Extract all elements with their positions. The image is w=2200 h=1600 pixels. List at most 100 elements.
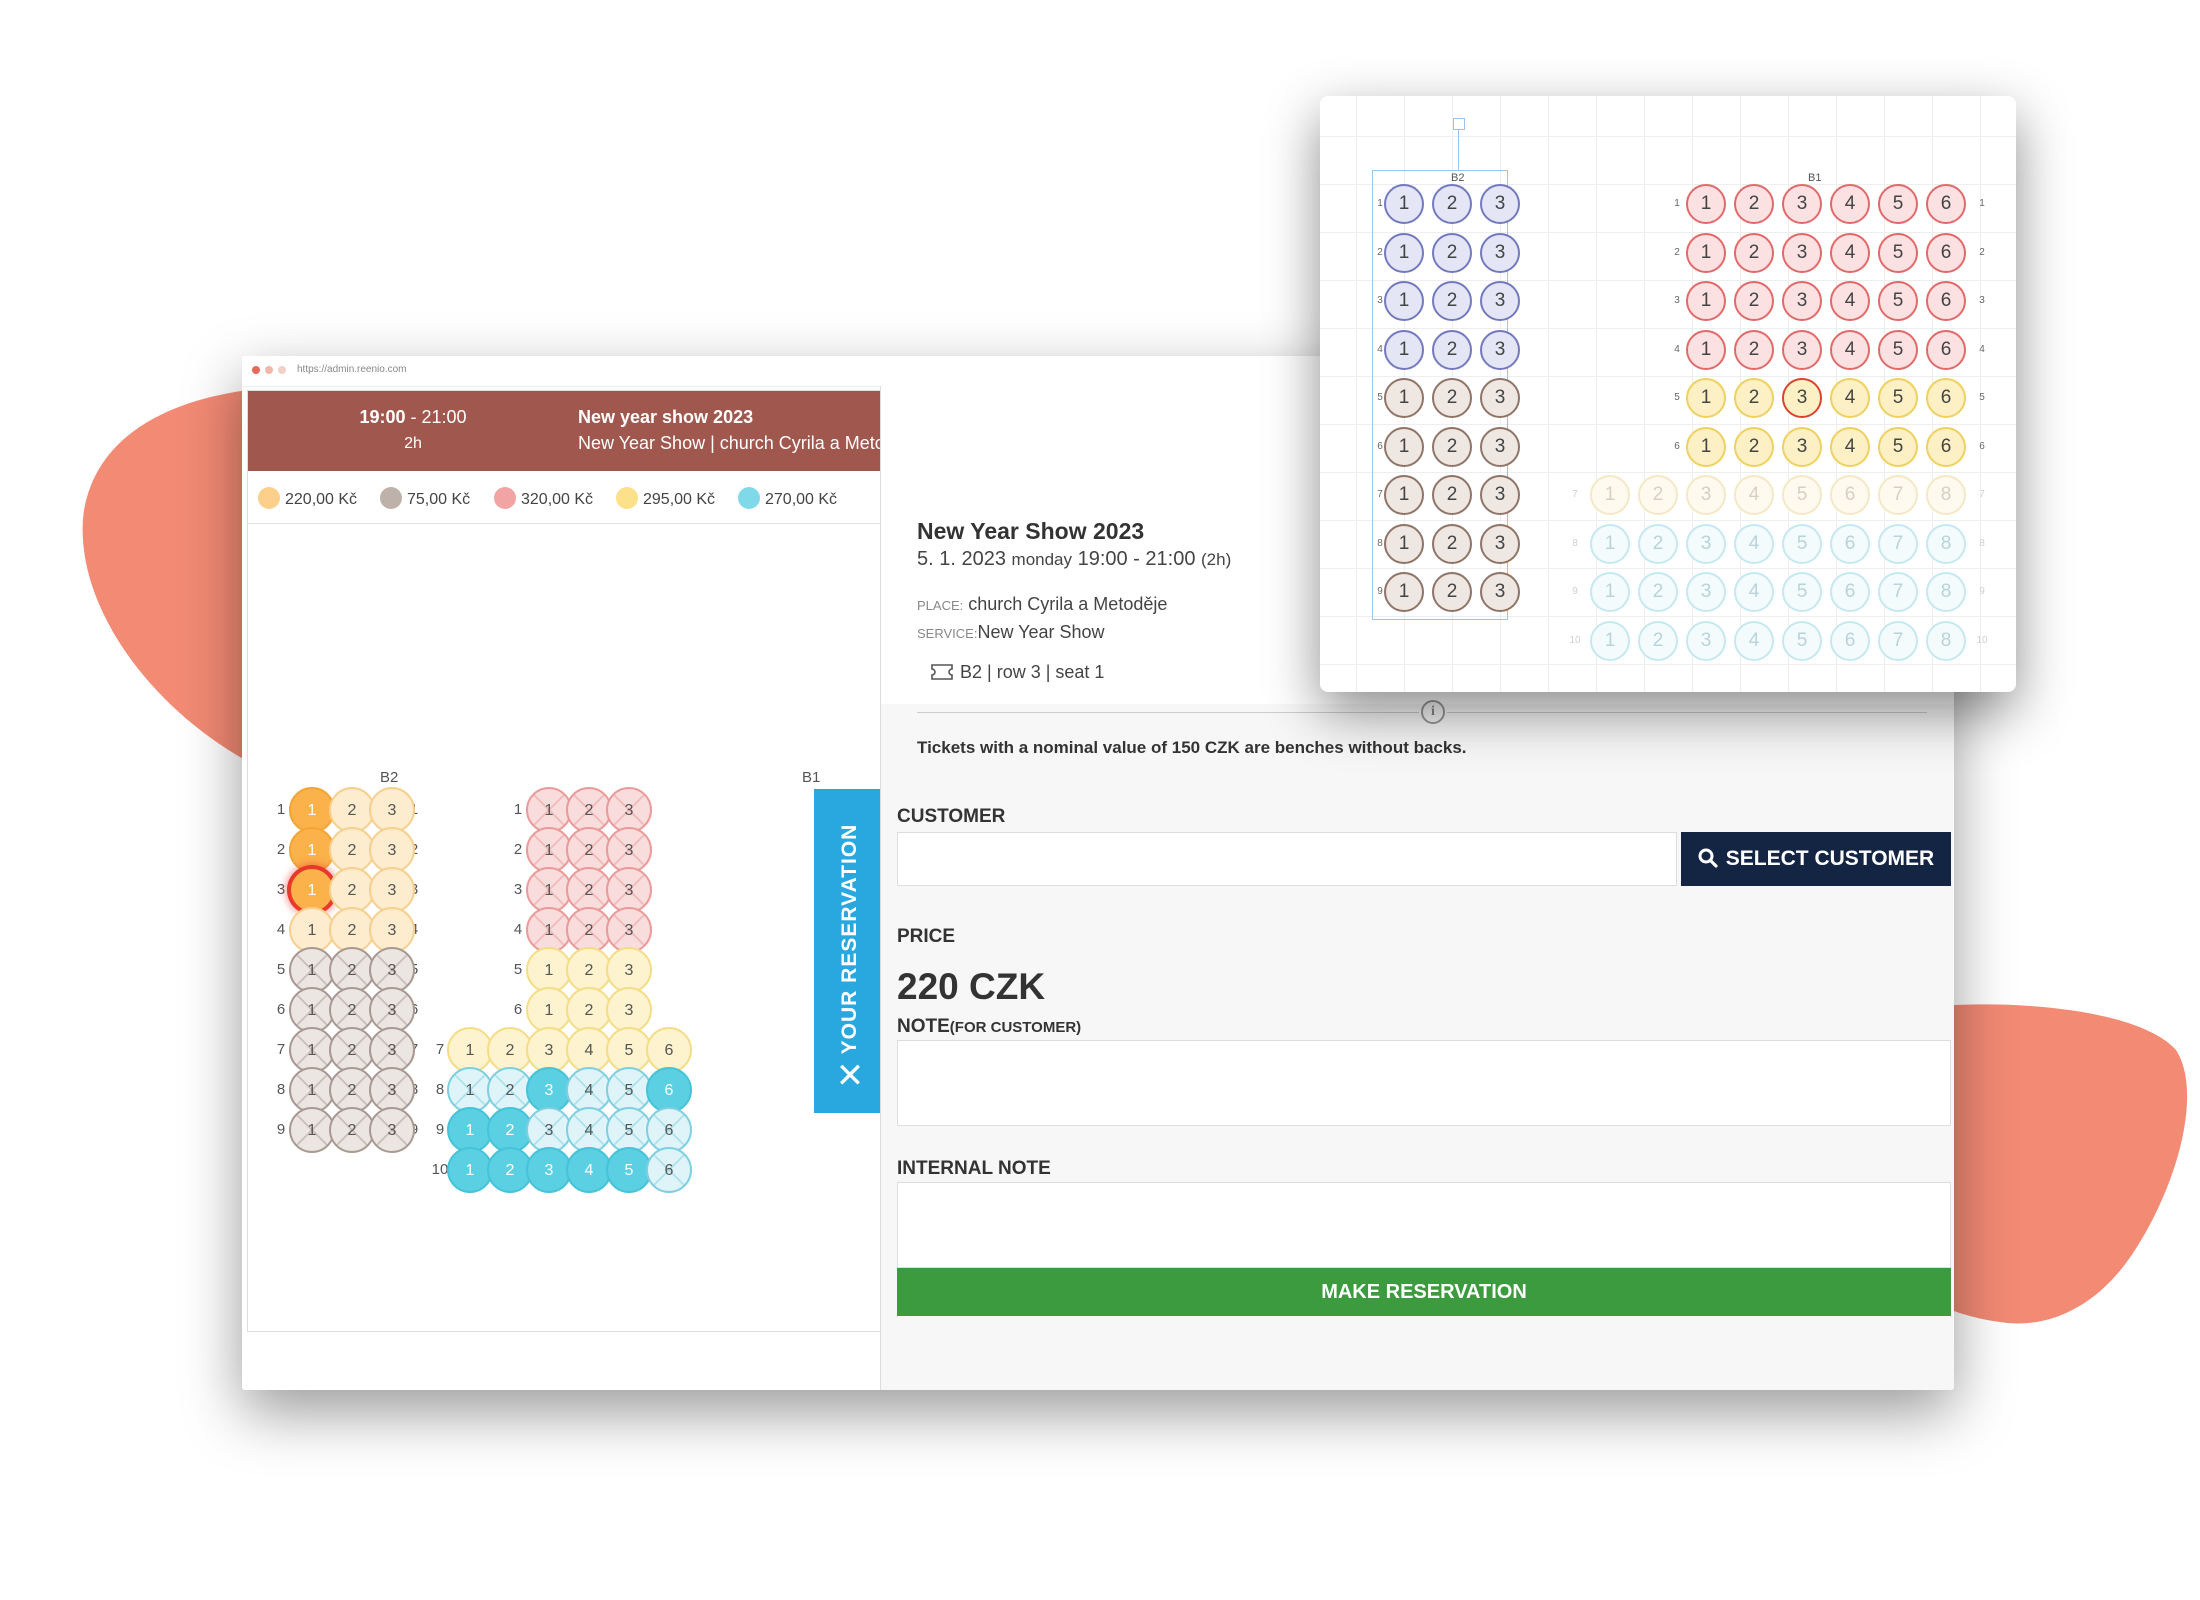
- rotate-handle[interactable]: [1453, 118, 1465, 130]
- seat[interactable]: 5: [1878, 426, 1918, 467]
- seat[interactable]: 8: [1926, 572, 1966, 612]
- seat[interactable]: 3: [1686, 475, 1726, 515]
- seat[interactable]: 4: [1734, 475, 1774, 515]
- seat[interactable]: 5: [1782, 572, 1822, 612]
- seat[interactable]: 3: [1782, 232, 1822, 273]
- seat[interactable]: 4: [1734, 572, 1774, 612]
- seat[interactable]: 5: [606, 1147, 652, 1193]
- seat[interactable]: 5: [1878, 329, 1918, 370]
- seat[interactable]: 1: [1384, 426, 1424, 467]
- seat[interactable]: 6: [1830, 620, 1870, 661]
- seat[interactable]: 1: [1590, 620, 1630, 661]
- seat[interactable]: 5: [1782, 523, 1822, 564]
- seat[interactable]: 1: [1384, 378, 1424, 418]
- seat[interactable]: 3: [369, 1107, 415, 1153]
- seat[interactable]: 3: [1782, 184, 1822, 224]
- seat[interactable]: 6: [646, 1067, 692, 1113]
- seat[interactable]: 4: [1830, 378, 1870, 418]
- seat[interactable]: 2: [1638, 620, 1678, 661]
- seat[interactable]: 2: [1734, 232, 1774, 273]
- seat[interactable]: 2: [566, 867, 612, 913]
- seat[interactable]: 4: [1830, 426, 1870, 467]
- internal-note-textarea[interactable]: [897, 1182, 1951, 1268]
- seat[interactable]: 3: [1480, 329, 1520, 370]
- seat[interactable]: 2: [1432, 232, 1472, 273]
- seat[interactable]: 3: [369, 787, 415, 833]
- seat[interactable]: 3: [1782, 426, 1822, 467]
- seat[interactable]: 3: [369, 1027, 415, 1073]
- seat[interactable]: 2: [1734, 426, 1774, 467]
- seat[interactable]: 1: [1686, 426, 1726, 467]
- seat[interactable]: 2: [566, 787, 612, 833]
- seat[interactable]: 3: [369, 947, 415, 993]
- address-bar[interactable]: https://admin.reenio.com: [297, 364, 407, 375]
- seat[interactable]: 4: [1830, 329, 1870, 370]
- seat[interactable]: 2: [1734, 329, 1774, 370]
- seat[interactable]: 3: [1686, 523, 1726, 564]
- window-maximize-dot[interactable]: [278, 366, 286, 374]
- seat[interactable]: 8: [1926, 620, 1966, 661]
- seat[interactable]: 1: [1686, 184, 1726, 224]
- seat[interactable]: 2: [1432, 523, 1472, 564]
- seat[interactable]: 3: [606, 827, 652, 873]
- seat[interactable]: 1: [1686, 281, 1726, 321]
- seat[interactable]: 3: [526, 1027, 572, 1073]
- seat[interactable]: 2: [1432, 426, 1472, 467]
- seat[interactable]: 3: [1480, 281, 1520, 321]
- your-reservation-tab[interactable]: YOUR RESERVATION ✕: [814, 789, 882, 1113]
- seat[interactable]: 1: [526, 787, 572, 833]
- seat[interactable]: 6: [1926, 184, 1966, 224]
- seat[interactable]: 1: [447, 1147, 493, 1193]
- seat[interactable]: 2: [1638, 475, 1678, 515]
- seat[interactable]: 2: [1432, 378, 1472, 418]
- seat[interactable]: 3: [606, 907, 652, 953]
- seat[interactable]: 6: [1830, 475, 1870, 515]
- seat[interactable]: 1: [289, 867, 335, 913]
- seat[interactable]: 3: [1480, 184, 1520, 224]
- make-reservation-button[interactable]: MAKE RESERVATION: [897, 1268, 1951, 1316]
- note-textarea[interactable]: [897, 1040, 1951, 1126]
- seat[interactable]: 1: [1384, 572, 1424, 612]
- close-icon[interactable]: ✕: [835, 1057, 865, 1095]
- seat[interactable]: 1: [1384, 329, 1424, 370]
- seat[interactable]: 6: [1926, 232, 1966, 273]
- window-close-dot[interactable]: [252, 366, 260, 374]
- seat[interactable]: 5: [1878, 232, 1918, 273]
- seat[interactable]: 7: [1878, 620, 1918, 661]
- seat[interactable]: 8: [1926, 475, 1966, 515]
- seat[interactable]: 3: [606, 787, 652, 833]
- seat[interactable]: 1: [1384, 281, 1424, 321]
- seat[interactable]: 1: [1590, 475, 1630, 515]
- seat[interactable]: 1: [526, 867, 572, 913]
- seat[interactable]: 2: [329, 947, 375, 993]
- seat[interactable]: 3: [1480, 426, 1520, 467]
- seat[interactable]: 5: [1878, 281, 1918, 321]
- seat[interactable]: 3: [1480, 523, 1520, 564]
- seat[interactable]: 3: [1782, 378, 1822, 418]
- seat[interactable]: 2: [1432, 329, 1472, 370]
- seat[interactable]: 4: [1734, 620, 1774, 661]
- seat[interactable]: 1: [1686, 378, 1726, 418]
- seat[interactable]: 5: [1878, 378, 1918, 418]
- seat[interactable]: 3: [1782, 329, 1822, 370]
- seat[interactable]: 3: [1480, 232, 1520, 273]
- seat[interactable]: 2: [1734, 184, 1774, 224]
- window-minimize-dot[interactable]: [265, 366, 273, 374]
- seat[interactable]: 1: [1686, 329, 1726, 370]
- seat[interactable]: 4: [1830, 232, 1870, 273]
- seat[interactable]: 2: [487, 1147, 533, 1193]
- seat[interactable]: 1: [1384, 475, 1424, 515]
- seat[interactable]: 2: [1432, 281, 1472, 321]
- seat[interactable]: 3: [1686, 620, 1726, 661]
- customer-input[interactable]: [897, 832, 1677, 886]
- seat[interactable]: 7: [1878, 475, 1918, 515]
- seat[interactable]: 2: [1432, 184, 1472, 224]
- seat[interactable]: 3: [1686, 572, 1726, 612]
- seat[interactable]: 1: [1384, 232, 1424, 273]
- seat[interactable]: 2: [1734, 378, 1774, 418]
- seat[interactable]: 2: [329, 1027, 375, 1073]
- seat[interactable]: 2: [1638, 572, 1678, 612]
- seat[interactable]: 6: [646, 1147, 692, 1193]
- seat[interactable]: 6: [1926, 426, 1966, 467]
- seat[interactable]: 5: [1878, 184, 1918, 224]
